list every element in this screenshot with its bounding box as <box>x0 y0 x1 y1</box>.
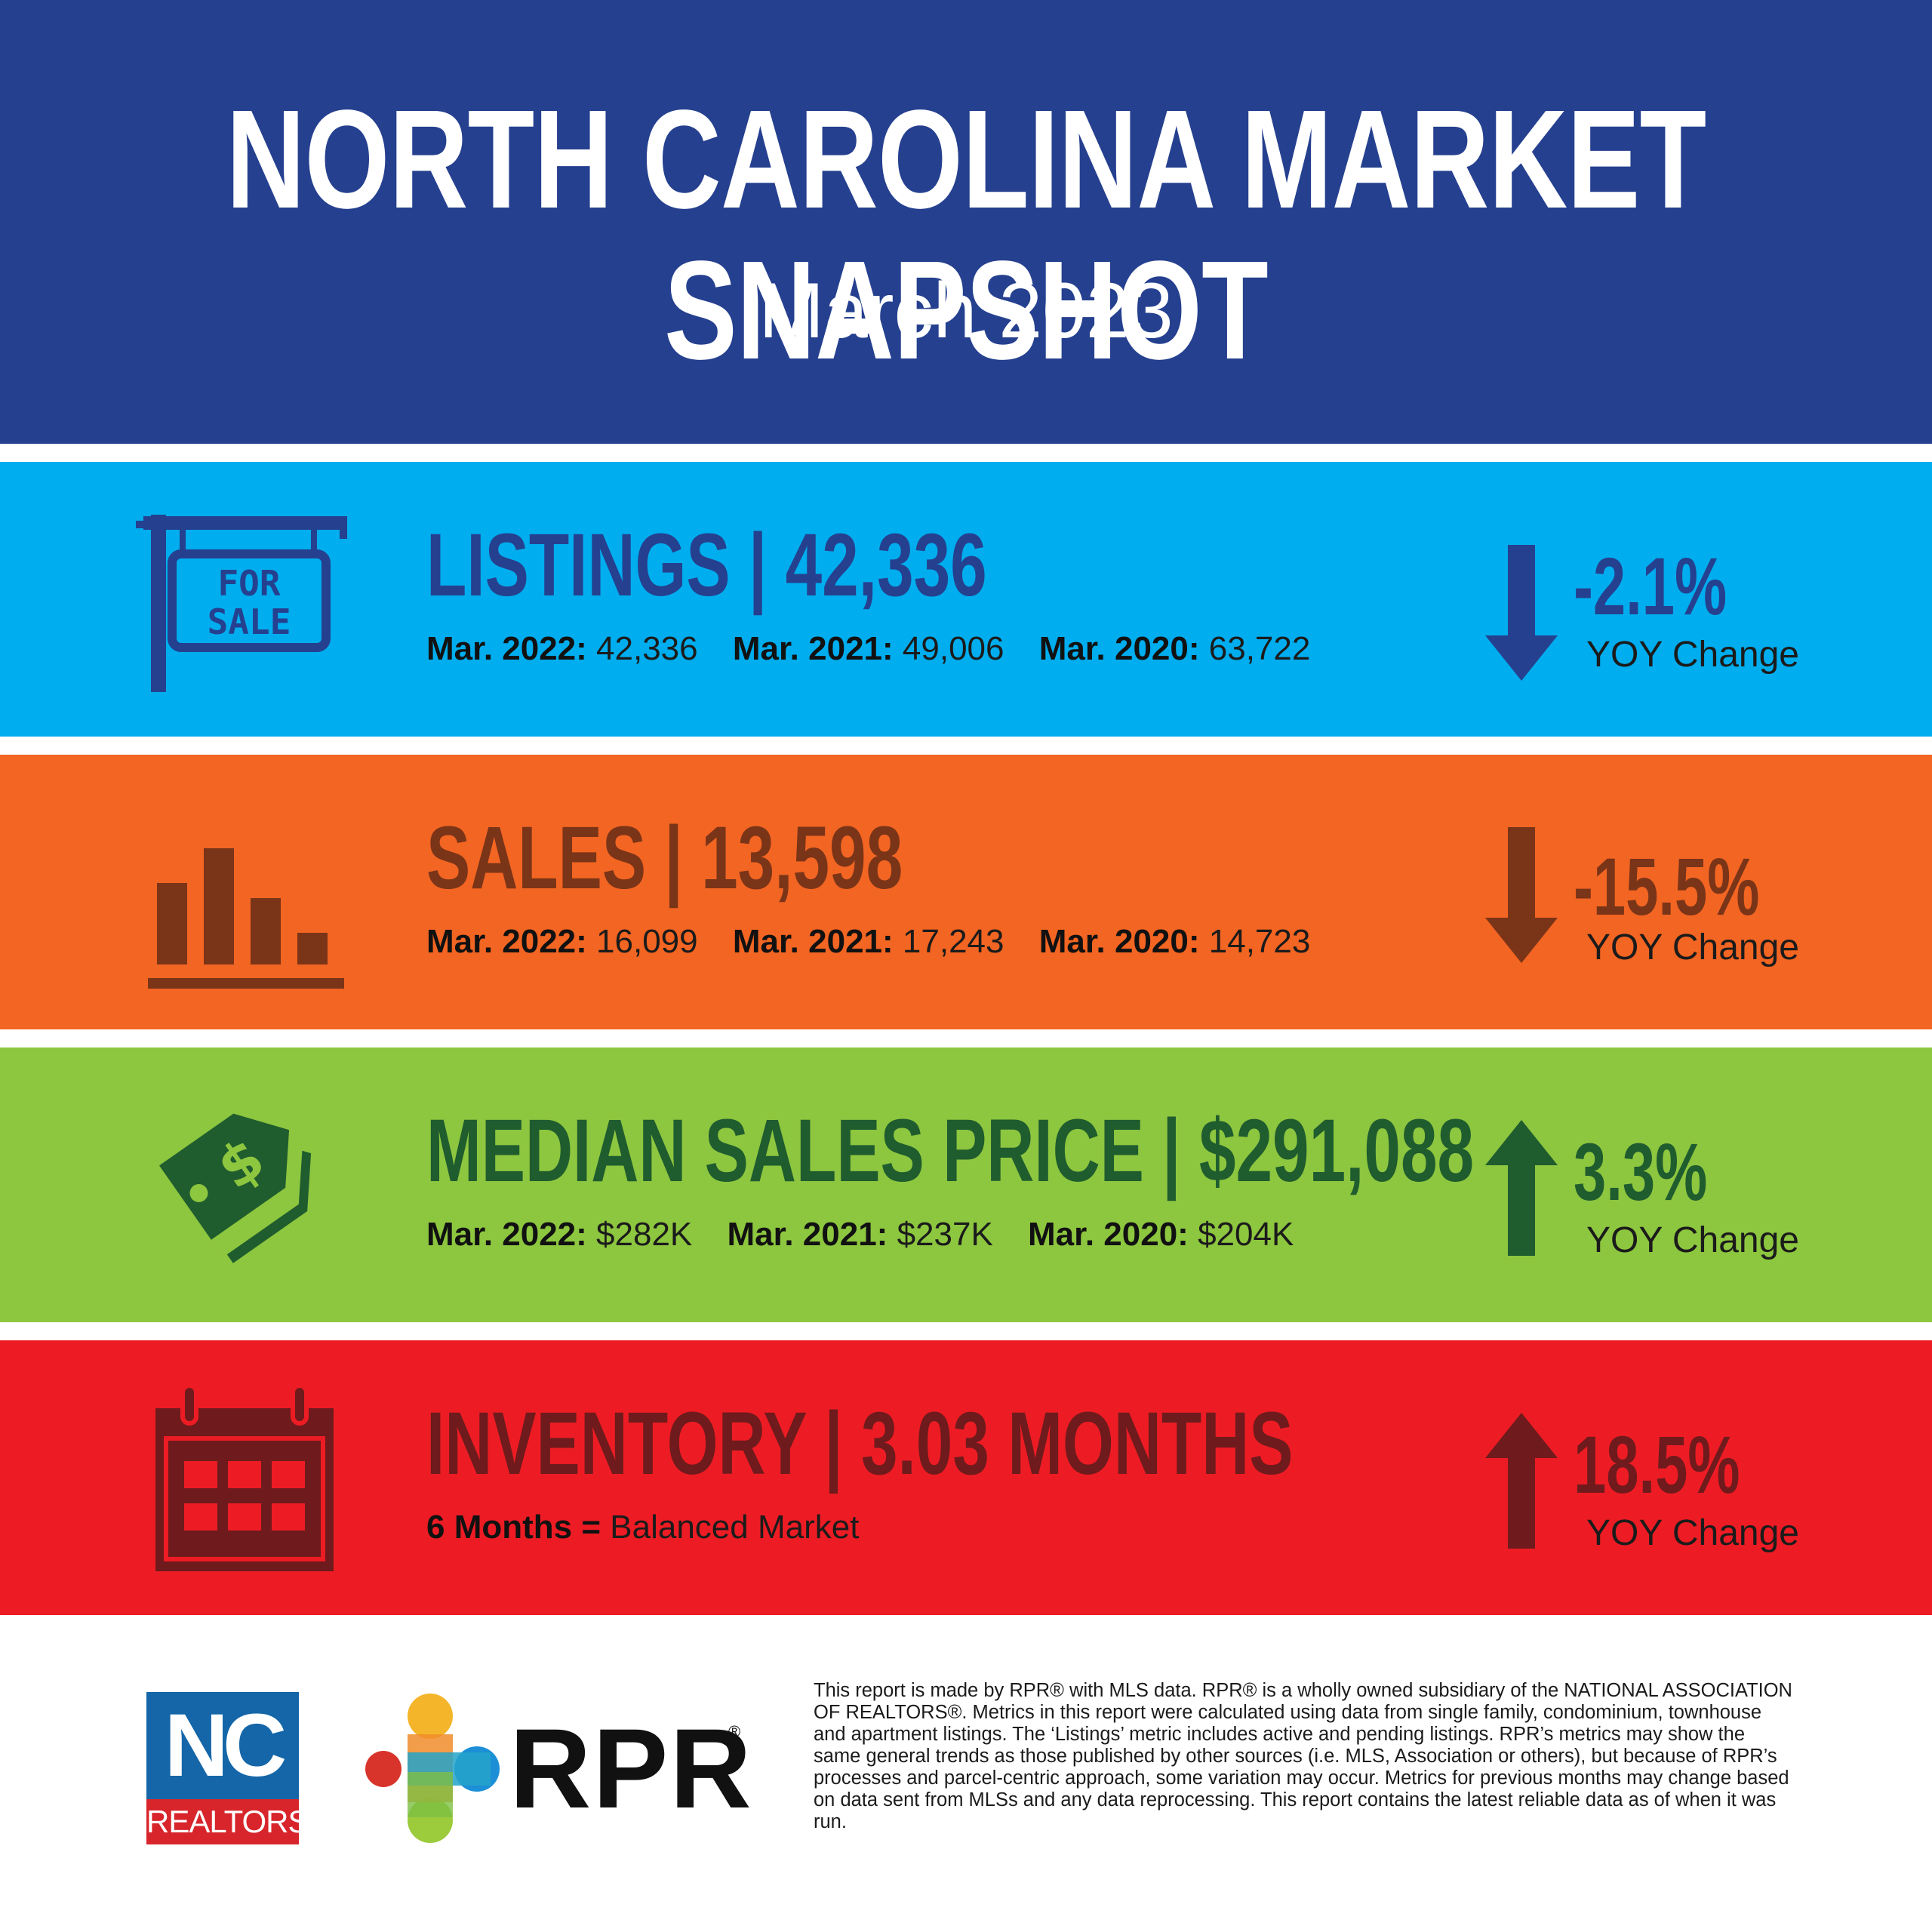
calendar-icon <box>155 1386 334 1571</box>
median-price-history: Mar. 2022: $282K Mar. 2021: $237K Mar. 2… <box>426 1216 1294 1253</box>
page-subtitle: March 2023 <box>758 267 1174 355</box>
arrow-up-icon <box>1485 1120 1558 1256</box>
listings-metric: LISTINGS | 42,336 <box>426 515 987 615</box>
rpr-logo-mark-icon <box>365 1694 500 1843</box>
listings-yoy-label: YOY Change <box>1586 635 1799 675</box>
price-tag-icon: $ <box>159 1113 312 1263</box>
listings-yoy-change: -2.1% <box>1574 540 1727 632</box>
inventory-yoy-label: YOY Change <box>1586 1513 1799 1553</box>
for-sale-sign-icon: FOR SALE <box>136 515 347 692</box>
inventory-note: 6 Months = Balanced Market <box>426 1509 860 1546</box>
inventory-metric: INVENTORY | 3.03 MONTHS <box>426 1394 1294 1494</box>
median-price-metric: MEDIAN SALES PRICE | $291,088 <box>426 1101 1475 1201</box>
arrow-down-icon <box>1485 545 1558 681</box>
listings-band: FOR SALE LISTINGS | 42,336 Mar. 2022: 42… <box>0 462 1932 737</box>
median-price-yoy-label: YOY Change <box>1586 1220 1799 1260</box>
inventory-yoy-change: 18.5% <box>1574 1419 1740 1510</box>
svg-text:SALE: SALE <box>208 601 291 642</box>
disclaimer-text: This report is made by RPR® with MLS dat… <box>814 1680 1792 1832</box>
sales-metric: SALES | 13,598 <box>426 808 903 908</box>
arrow-up-icon <box>1485 1413 1558 1549</box>
page-title: NORTH CAROLINA MARKET SNAPSHOT <box>226 82 1707 389</box>
nc-realtors-logo: NC REALTORS <box>143 1689 309 1847</box>
bar-chart-icon <box>148 848 344 989</box>
sales-yoy-change: -15.5% <box>1574 841 1760 932</box>
rpr-logo-text: RPR <box>509 1705 753 1832</box>
rpr-registered-mark: ® <box>728 1722 741 1741</box>
svg-text:FOR: FOR <box>217 563 280 604</box>
inventory-band: INVENTORY | 3.03 MONTHS 6 Months = Balan… <box>0 1340 1932 1615</box>
arrow-down-icon <box>1485 827 1558 963</box>
median-price-yoy-change: 3.3% <box>1574 1126 1708 1217</box>
median-price-band: $ MEDIAN SALES PRICE | $291,088 Mar. 202… <box>0 1048 1932 1322</box>
sales-history: Mar. 2022: 16,099 Mar. 2021: 17,243 Mar.… <box>426 923 1311 960</box>
sales-band: SALES | 13,598 Mar. 2022: 16,099 Mar. 20… <box>0 755 1932 1029</box>
sales-yoy-label: YOY Change <box>1586 928 1799 968</box>
listings-history: Mar. 2022: 42,336 Mar. 2021: 49,006 Mar.… <box>426 630 1311 667</box>
header-banner: NORTH CAROLINA MARKET SNAPSHOT March 202… <box>0 0 1932 444</box>
